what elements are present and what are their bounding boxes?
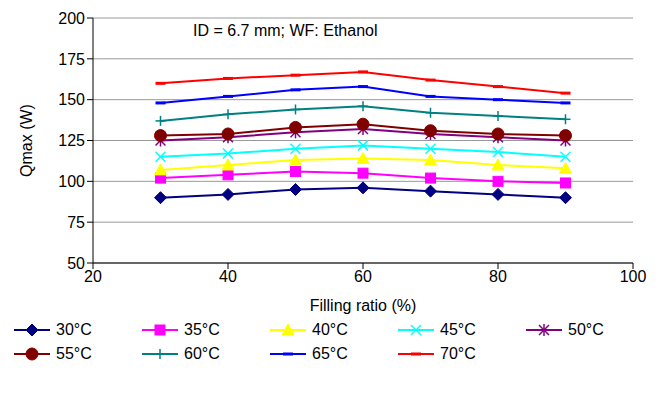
svg-text:60: 60 bbox=[354, 268, 372, 285]
svg-text:Qmax (W): Qmax (W) bbox=[18, 104, 35, 177]
svg-text:150: 150 bbox=[58, 91, 85, 108]
html-text:50°C: 50°C bbox=[568, 321, 604, 338]
html-text:45°C: 45°C bbox=[440, 321, 476, 338]
svg-text:50: 50 bbox=[67, 255, 85, 272]
svg-text:200: 200 bbox=[58, 10, 85, 27]
svg-text:75: 75 bbox=[67, 214, 85, 231]
html-text:40°C: 40°C bbox=[312, 321, 348, 338]
svg-text:175: 175 bbox=[58, 51, 85, 68]
html-text:60°C: 60°C bbox=[184, 345, 220, 362]
svg-text:100: 100 bbox=[58, 173, 85, 190]
html-text:ID = 6.7 mm; WF: Ethanol: ID = 6.7 mm; WF: Ethanol bbox=[193, 22, 378, 39]
svg-text:100: 100 bbox=[620, 268, 647, 285]
html-text:70°C: 70°C bbox=[440, 345, 476, 362]
html-text:55°C: 55°C bbox=[56, 345, 92, 362]
html-text:30°C: 30°C bbox=[56, 321, 92, 338]
svg-text:20: 20 bbox=[84, 268, 102, 285]
svg-text:Filling ratio (%): Filling ratio (%) bbox=[310, 297, 417, 314]
svg-text:80: 80 bbox=[489, 268, 507, 285]
html-text:35°C: 35°C bbox=[184, 321, 220, 338]
html-text:65°C: 65°C bbox=[312, 345, 348, 362]
svg-text:40: 40 bbox=[219, 268, 237, 285]
svg-text:125: 125 bbox=[58, 132, 85, 149]
